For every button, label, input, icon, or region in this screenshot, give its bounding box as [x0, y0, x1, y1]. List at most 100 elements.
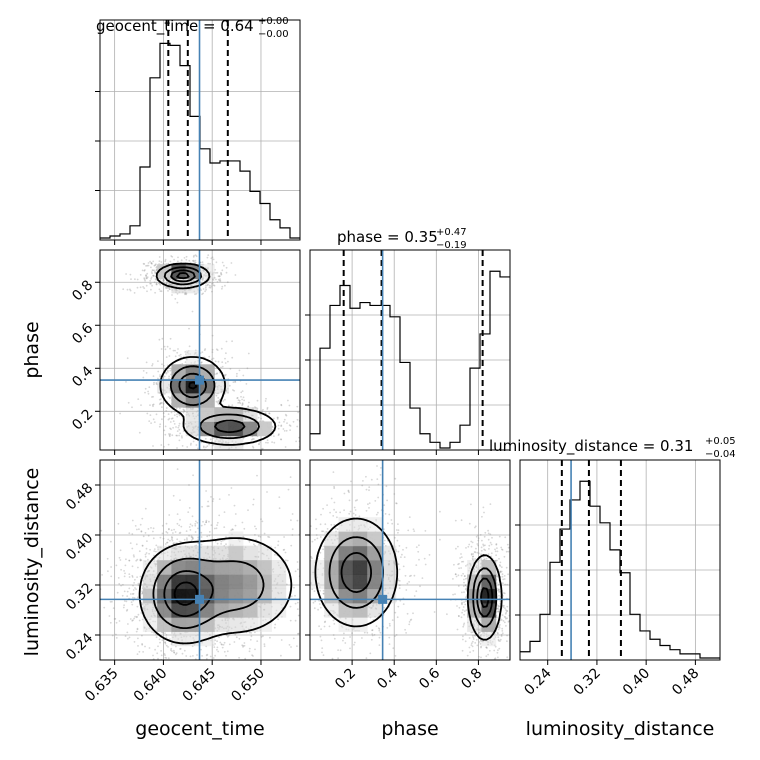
sample-point	[220, 643, 223, 646]
sample-point	[497, 605, 500, 608]
sample-point	[464, 575, 466, 577]
sample-point	[152, 403, 155, 406]
sample-point	[316, 537, 319, 540]
sample-point	[319, 606, 322, 609]
sample-point	[205, 657, 208, 660]
sample-point	[211, 348, 214, 351]
sample-point	[463, 613, 465, 616]
sample-point	[322, 654, 325, 657]
sample-point	[145, 361, 148, 364]
sample-point	[210, 285, 213, 287]
sample-point	[158, 256, 161, 258]
sample-point	[386, 627, 389, 629]
sample-point	[159, 423, 162, 426]
sample-point	[231, 356, 234, 359]
density-cell	[257, 560, 272, 575]
sample-point	[171, 434, 174, 437]
sample-point	[222, 400, 225, 402]
sample-point	[462, 585, 465, 588]
density-cell	[271, 602, 287, 618]
sample-point	[496, 574, 499, 577]
sample-point	[160, 654, 163, 657]
sample-point	[165, 531, 168, 533]
sample-point	[200, 648, 202, 651]
sample-point	[115, 564, 118, 567]
sample-point	[125, 609, 128, 612]
sample-point	[267, 441, 269, 444]
sample-point	[463, 622, 466, 625]
sample-point	[243, 642, 246, 644]
sample-point	[162, 402, 165, 405]
sample-point	[158, 338, 161, 341]
sample-point	[289, 425, 292, 427]
sample-point	[395, 502, 397, 505]
sample-point	[335, 658, 337, 660]
sample-point	[168, 288, 171, 291]
sample-point	[148, 552, 151, 555]
sample-point	[273, 435, 275, 437]
sample-point	[228, 643, 231, 646]
sample-point	[142, 651, 145, 653]
sample-point	[171, 294, 173, 296]
sample-point	[461, 601, 463, 604]
sample-point	[124, 572, 126, 575]
sample-point	[135, 588, 138, 591]
sample-point	[242, 644, 245, 647]
sample-point	[174, 531, 177, 533]
sample-point	[164, 425, 167, 428]
sample-point	[503, 555, 506, 558]
sample-point	[290, 519, 292, 522]
sample-point	[365, 509, 368, 512]
sample-point	[247, 405, 250, 408]
sample-point	[167, 290, 169, 292]
sample-point	[465, 586, 468, 588]
sample-point	[300, 545, 302, 547]
sample-point	[277, 618, 279, 621]
sample-point	[179, 407, 181, 410]
sample-point	[237, 402, 240, 404]
sample-point	[172, 420, 175, 423]
sample-point	[273, 626, 276, 629]
sample-point	[212, 282, 214, 284]
sample-point	[144, 387, 147, 390]
sample-point	[418, 544, 420, 547]
sample-point	[290, 595, 293, 598]
sample-point	[290, 544, 293, 547]
sample-point	[162, 412, 165, 414]
sample-point	[320, 513, 322, 516]
sample-point	[140, 404, 142, 406]
sample-point	[158, 425, 161, 428]
sample-point	[126, 595, 129, 597]
sample-point	[312, 601, 315, 604]
sample-point	[297, 629, 299, 631]
sample-point	[500, 619, 503, 621]
sample-point	[418, 558, 420, 561]
sample-point	[261, 520, 264, 523]
density-cell	[200, 617, 215, 632]
sample-point	[98, 632, 100, 634]
sample-point	[245, 383, 248, 385]
sample-point	[452, 578, 454, 580]
sample-point	[230, 262, 233, 264]
sample-point	[170, 255, 173, 257]
sample-point	[176, 301, 179, 304]
sample-point	[165, 644, 168, 647]
sample-point	[458, 567, 460, 570]
sample-point	[155, 633, 158, 636]
sample-point	[501, 630, 504, 632]
sample-point	[322, 589, 325, 592]
sample-point	[283, 536, 285, 538]
sample-point	[296, 608, 299, 610]
sample-point	[330, 497, 333, 500]
sample-point	[296, 645, 298, 647]
sample-point	[217, 400, 220, 402]
sample-point	[126, 357, 129, 360]
sample-point	[118, 620, 121, 622]
sample-point	[247, 405, 250, 408]
sample-point	[471, 640, 474, 643]
sample-point	[374, 623, 376, 625]
sample-point	[179, 531, 182, 534]
sample-point	[203, 446, 205, 449]
sample-point	[136, 286, 139, 289]
